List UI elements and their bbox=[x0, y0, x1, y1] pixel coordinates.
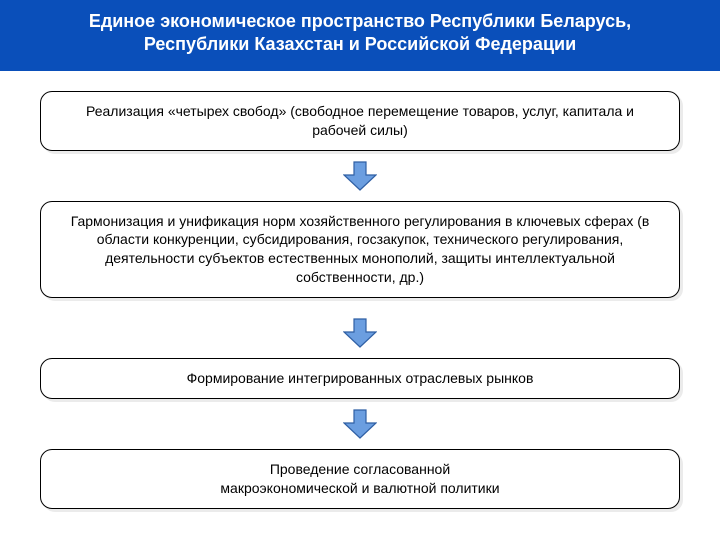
box-1-wrap: Реализация «четырех свобод» (свободное п… bbox=[40, 91, 680, 151]
box-2-text: Гармонизация и унификация норм хозяйстве… bbox=[71, 213, 650, 286]
arrow-down-icon bbox=[343, 409, 377, 439]
header-title-line2: Республики Казахстан и Российской Федера… bbox=[20, 33, 700, 56]
flowchart: Реализация «четырех свобод» (свободное п… bbox=[0, 71, 720, 519]
arrow-down-icon bbox=[343, 318, 377, 348]
arrow-3 bbox=[343, 409, 377, 439]
arrow-2 bbox=[343, 318, 377, 348]
box-3-text: Формирование интегрированных отраслевых … bbox=[187, 370, 534, 386]
box-3: Формирование интегрированных отраслевых … bbox=[40, 358, 680, 399]
box-2: Гармонизация и унификация норм хозяйстве… bbox=[40, 201, 680, 299]
page-header: Единое экономическое пространство Респуб… bbox=[0, 0, 720, 71]
box-4-text-line2: макроэкономической и валютной политики bbox=[69, 479, 651, 498]
box-1: Реализация «четырех свобод» (свободное п… bbox=[40, 91, 680, 151]
box-4-wrap: Проведение согласованной макроэкономичес… bbox=[40, 449, 680, 509]
arrow-1 bbox=[343, 161, 377, 191]
arrow-down-icon bbox=[343, 161, 377, 191]
box-4-text-line1: Проведение согласованной bbox=[69, 460, 651, 479]
box-3-wrap: Формирование интегрированных отраслевых … bbox=[40, 358, 680, 399]
box-1-text: Реализация «четырех свобод» (свободное п… bbox=[86, 103, 634, 138]
header-title-line1: Единое экономическое пространство Респуб… bbox=[20, 10, 700, 33]
box-2-wrap: Гармонизация и унификация норм хозяйстве… bbox=[40, 201, 680, 299]
box-4: Проведение согласованной макроэкономичес… bbox=[40, 449, 680, 509]
